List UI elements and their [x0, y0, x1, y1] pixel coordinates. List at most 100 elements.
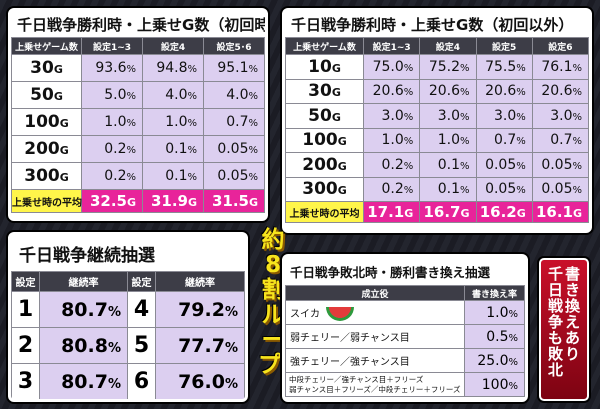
value-text: 0.2: [381, 181, 404, 198]
unit-text: G: [126, 196, 136, 209]
first-win-panel: 千日戦争勝利時・上乗せG数（初回時） 上乗せゲーム数 設定1~3 設定4 設定5…: [8, 8, 268, 221]
value-text: 3.0: [493, 107, 517, 124]
setting-number: 2: [11, 327, 40, 364]
unit-text: %: [403, 111, 414, 123]
unit-text: G: [337, 135, 347, 149]
value-text: 20.6: [485, 83, 517, 100]
first-win-title: 千日戦争勝利時・上乗せG数（初回時）: [11, 11, 265, 37]
percent-cell: 0.2%: [362, 176, 421, 202]
value-text: 77.7: [178, 334, 225, 357]
value-text: 50: [308, 105, 332, 126]
role-text: 中段チェリー／強チャンス目＋フリーズ: [289, 374, 424, 384]
unit-text: %: [572, 62, 582, 74]
unit-text: G: [59, 171, 69, 184]
unit-text: G: [404, 207, 414, 220]
value-text: 75.5: [485, 58, 517, 75]
unit-text: %: [248, 64, 258, 75]
percent-cell: 20.6%: [531, 78, 589, 104]
setting-number: 6: [127, 363, 156, 399]
role-cell: 弱チェリー／弱チャンス目: [285, 324, 465, 349]
percent-cell: 94.8%: [142, 54, 204, 82]
unit-text: %: [187, 145, 197, 156]
unit-text: %: [572, 136, 582, 148]
value-text: 100: [302, 130, 338, 151]
unit-text: %: [459, 111, 470, 123]
continuation-rate: 80.7%: [39, 363, 128, 399]
percent-cell: 75.5%: [475, 54, 533, 80]
rewrite-rate: 1.0%: [464, 300, 525, 325]
percent-cell: 0.2%: [81, 135, 143, 163]
table-row: 100G 1.0% 1.0% 0.7%: [11, 108, 265, 136]
value-text: 20.6: [541, 83, 573, 100]
value-text: 0.2: [104, 168, 127, 184]
other-win-table: 上乗せゲーム数 設定1~3 設定4 設定5 設定6 10G 75.0% 75.2% 7…: [285, 37, 589, 223]
value-text: 20.6: [372, 83, 404, 100]
unit-text: %: [403, 136, 414, 148]
value-text: 32.5: [89, 192, 127, 210]
unit-text: %: [224, 376, 238, 392]
unit-text: G: [53, 63, 63, 76]
percent-cell: 75.2%: [419, 54, 477, 80]
percent-cell: 0.7%: [475, 127, 533, 153]
unit-text: %: [126, 91, 136, 102]
table-row: 強チェリー／強チャンス目 25.0%: [285, 348, 525, 373]
lose-rewrite-table: 成立役 書き換え率 スイカ 1.0% 弱チェリー／弱チャンス目 0.5% 強チェリー／強…: [285, 285, 525, 397]
unit-text: %: [403, 160, 414, 172]
value-text: 95.1: [217, 60, 249, 76]
unit-text: G: [59, 117, 69, 130]
value-text: 300: [24, 166, 60, 186]
games-cell: 30G: [11, 54, 82, 82]
games-cell: 10G: [285, 54, 364, 80]
header-games: 上乗せゲーム数: [11, 37, 82, 55]
value-text: 3.0: [437, 107, 460, 124]
unit-text: G: [53, 90, 63, 103]
unit-text: %: [126, 172, 136, 183]
watermelon-icon: [326, 306, 354, 321]
percent-cell: 0.05%: [475, 176, 533, 202]
unit-text: %: [187, 91, 197, 102]
unit-text: %: [403, 87, 414, 99]
value-text: 31.5: [211, 192, 249, 210]
value-text: 0.7: [550, 132, 573, 149]
setting-number: 5: [127, 327, 156, 364]
games-cell: 100G: [285, 127, 364, 153]
percent-cell: 0.2%: [81, 162, 143, 190]
table-row: 弱チェリー／弱チャンス目 0.5%: [285, 324, 525, 349]
percent-cell: 1.0%: [142, 108, 204, 136]
value-text: 20.6: [428, 83, 460, 100]
unit-text: G: [331, 110, 341, 124]
rewrite-rate: 0.5%: [464, 324, 525, 349]
value-text: 75.0: [372, 58, 404, 75]
header-rate: 書き換え率: [464, 285, 525, 301]
average-row: 上乗せ時の平均 17.1G 16.7G 16.2G 16.1G: [285, 201, 589, 223]
role-text: スイカ: [290, 308, 320, 320]
unit-text: %: [516, 136, 526, 148]
average-cell: 16.2G: [475, 201, 533, 223]
continuation-rate: 76.0%: [155, 363, 245, 399]
games-cell: 300G: [285, 176, 364, 202]
unit-text: %: [107, 304, 121, 320]
unit-text: %: [516, 160, 526, 172]
value-text: 17.1: [367, 203, 405, 221]
games-cell: 200G: [11, 135, 82, 163]
table-row: 1 80.7% 4 79.2%: [11, 291, 245, 328]
other-win-title: 千日戦争勝利時・上乗せG数（初回以外）: [285, 11, 589, 37]
percent-cell: 5.0%: [81, 81, 143, 109]
unit-text: %: [224, 340, 238, 356]
percent-cell: 3.0%: [531, 103, 589, 129]
unit-text: %: [508, 308, 518, 320]
average-cell: 17.1G: [362, 201, 421, 223]
percent-cell: 75.0%: [362, 54, 421, 80]
continuation-table: 設定 継続率 設定 継続率 1 80.7% 4 79.2% 2 80.8% 5 77.7% 3 8…: [11, 271, 245, 399]
average-cell: 31.9G: [142, 189, 204, 213]
table-row: 2 80.8% 5 77.7%: [11, 327, 245, 364]
table-row: 3 80.7% 6 76.0%: [11, 363, 245, 399]
value-text: 0.1: [165, 168, 188, 184]
average-cell: 16.1G: [531, 201, 589, 223]
percent-cell: 4.0%: [203, 81, 265, 109]
value-text: 76.1: [541, 58, 573, 75]
header-rate: 継続率: [155, 271, 245, 292]
unit-text: %: [572, 111, 582, 123]
percent-cell: 1.0%: [419, 127, 477, 153]
role-text: 弱チャンス目＋フリーズ／中段チェリー＋フリーズ: [289, 384, 461, 394]
